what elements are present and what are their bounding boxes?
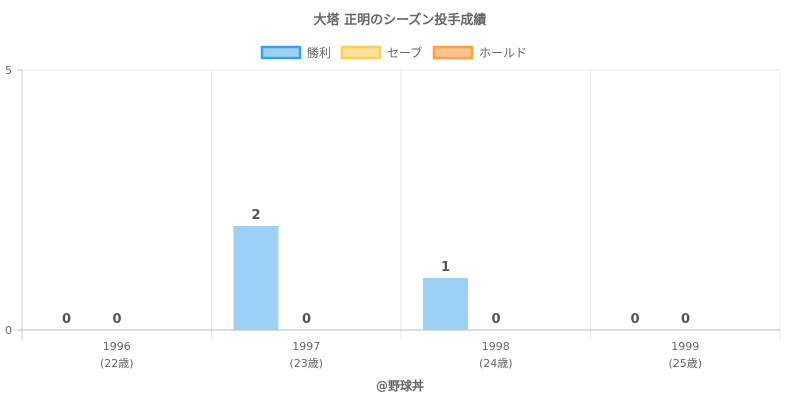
legend-swatch-2 xyxy=(432,45,474,60)
data-label: 2 xyxy=(251,208,260,223)
data-label: 0 xyxy=(302,312,311,327)
data-label: 0 xyxy=(630,312,639,327)
bar-勝利 xyxy=(423,278,468,330)
x-tick-sublabel: (23歳) xyxy=(289,357,323,370)
data-label: 0 xyxy=(112,312,121,327)
x-tick-sublabel: (22歳) xyxy=(100,357,134,370)
x-tick-label: 1999 xyxy=(671,340,699,353)
legend-label: 勝利 xyxy=(307,45,331,60)
x-tick-sublabel: (24歳) xyxy=(479,357,513,370)
legend-swatch-0 xyxy=(260,45,302,60)
legend-label: ホールド xyxy=(479,46,527,60)
chart-title: 大塔 正明のシーズン投手成績 xyxy=(314,12,487,28)
x-tick-label: 1998 xyxy=(482,340,510,353)
y-tick-label: 0 xyxy=(5,324,12,337)
x-tick-sublabel: (25歳) xyxy=(668,357,702,370)
data-label: 0 xyxy=(491,312,500,327)
data-label: 0 xyxy=(681,312,690,327)
x-tick-label: 1996 xyxy=(103,340,131,353)
footer-credit: @野球丼 xyxy=(376,378,424,393)
legend-swatch-1 xyxy=(340,45,382,60)
bar-勝利 xyxy=(233,226,279,330)
legend-label: セーブ xyxy=(387,45,422,60)
data-label: 0 xyxy=(62,312,71,327)
data-label: 1 xyxy=(441,260,450,275)
y-tick-label: 5 xyxy=(5,64,12,77)
x-tick-label: 1997 xyxy=(292,340,320,353)
